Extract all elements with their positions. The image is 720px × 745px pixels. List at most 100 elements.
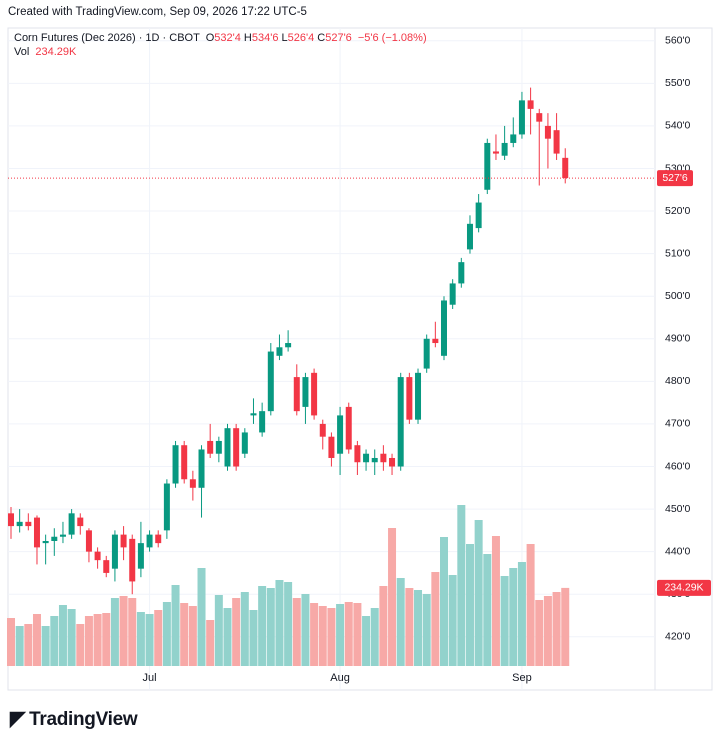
volume-bar bbox=[517, 562, 526, 666]
candle-body bbox=[129, 538, 136, 582]
volume-bar bbox=[76, 624, 85, 666]
volume-bar bbox=[448, 575, 457, 666]
candle-body bbox=[441, 300, 447, 356]
candle-body bbox=[544, 125, 551, 139]
candle-body bbox=[475, 202, 482, 229]
candle-body bbox=[181, 445, 188, 480]
candle-body bbox=[466, 223, 473, 250]
candle-body bbox=[371, 457, 378, 463]
x-tick-label: Jul bbox=[143, 672, 157, 684]
low-key: L bbox=[281, 32, 288, 44]
high-value: 534'6 bbox=[251, 32, 279, 44]
candle-body bbox=[354, 445, 361, 463]
candle-body bbox=[68, 513, 75, 535]
y-tick-label: 540'0 bbox=[665, 120, 691, 132]
candle-body bbox=[77, 517, 84, 527]
volume-bar bbox=[535, 600, 544, 666]
volume-bar bbox=[266, 588, 275, 666]
volume-bar bbox=[119, 596, 128, 666]
candle-body bbox=[267, 351, 274, 412]
open-value: 532'4 bbox=[214, 32, 241, 44]
low-value: 526'4 bbox=[287, 32, 315, 44]
volume-bar bbox=[561, 587, 570, 666]
last-price-box bbox=[657, 170, 693, 187]
volume-bar bbox=[318, 606, 327, 666]
volume-row: Vol 234.29K bbox=[14, 46, 76, 58]
candle-body bbox=[518, 100, 525, 135]
candle-body bbox=[51, 536, 58, 541]
volume-bar bbox=[379, 586, 388, 666]
candle-body bbox=[501, 142, 508, 156]
candle-body bbox=[120, 534, 127, 548]
volume-bar bbox=[15, 626, 24, 666]
candle-body bbox=[172, 445, 179, 484]
volume-bar bbox=[24, 624, 33, 666]
volume-key: Vol bbox=[14, 46, 30, 58]
candle-body bbox=[111, 534, 118, 569]
candle-body bbox=[146, 534, 153, 548]
volume-bar bbox=[275, 580, 284, 666]
volume-bar bbox=[249, 610, 258, 666]
candle-body bbox=[250, 413, 257, 416]
candle-body bbox=[25, 521, 32, 527]
candle-body bbox=[59, 534, 66, 537]
candle-body bbox=[527, 100, 534, 109]
candle-body bbox=[241, 432, 248, 454]
volume-bar bbox=[344, 602, 353, 666]
candle-body bbox=[311, 372, 318, 416]
candle-body bbox=[397, 377, 404, 467]
volume-bar bbox=[162, 602, 171, 666]
candle-body bbox=[224, 428, 231, 467]
volume-bar bbox=[422, 594, 431, 666]
candle-body bbox=[8, 513, 14, 527]
volume-bar bbox=[50, 616, 59, 666]
candle-body bbox=[163, 483, 170, 531]
volume-bar bbox=[457, 505, 466, 666]
y-tick-label: 440'0 bbox=[665, 545, 691, 557]
volume-bar bbox=[509, 568, 518, 666]
volume-bar bbox=[500, 576, 509, 666]
candle-body bbox=[259, 411, 266, 433]
candle-body bbox=[423, 338, 430, 369]
candle-body bbox=[337, 415, 344, 454]
volume-bar bbox=[188, 606, 197, 666]
volume-bar bbox=[232, 598, 241, 666]
candle-body bbox=[432, 338, 439, 344]
volume-bar bbox=[388, 528, 397, 666]
volume-bar bbox=[240, 592, 249, 666]
volume-bar bbox=[292, 598, 301, 666]
chart-frame bbox=[7, 27, 713, 691]
candle-body bbox=[328, 436, 335, 458]
volume-bar bbox=[405, 588, 414, 666]
volume-bar bbox=[145, 614, 154, 666]
volume-bar bbox=[206, 620, 215, 666]
volume-bar bbox=[136, 612, 145, 666]
candle-body bbox=[553, 130, 560, 154]
candle-body bbox=[484, 142, 491, 190]
volume-bar bbox=[7, 618, 15, 666]
candle-body bbox=[207, 440, 214, 454]
y-tick-label: 510'0 bbox=[665, 247, 691, 259]
volume-bar bbox=[301, 594, 310, 666]
logo: ◤ TradingView bbox=[10, 706, 138, 731]
last-volume-label: 234.29K bbox=[664, 582, 703, 594]
candle-body bbox=[389, 457, 396, 467]
candle-body bbox=[510, 134, 517, 143]
volume-bar bbox=[310, 603, 319, 666]
candle-body bbox=[137, 543, 144, 569]
symbol-title: Corn Futures (Dec 2026) · 1D · CBOT bbox=[14, 32, 200, 44]
y-tick-label: 550'0 bbox=[665, 77, 691, 89]
volume-bar bbox=[41, 626, 50, 666]
x-tick-label: Sep bbox=[512, 672, 532, 684]
close-key: C bbox=[317, 32, 326, 44]
y-tick-label: 470'0 bbox=[665, 418, 691, 430]
volume-bar bbox=[336, 604, 345, 666]
volume-bar bbox=[84, 616, 93, 666]
candle-body bbox=[562, 157, 569, 179]
y-tick-label: 420'0 bbox=[665, 631, 691, 643]
volume-bar bbox=[396, 578, 405, 666]
volume-bar bbox=[197, 568, 206, 666]
logo-text: TradingView bbox=[29, 709, 138, 730]
candle-body bbox=[94, 551, 101, 561]
